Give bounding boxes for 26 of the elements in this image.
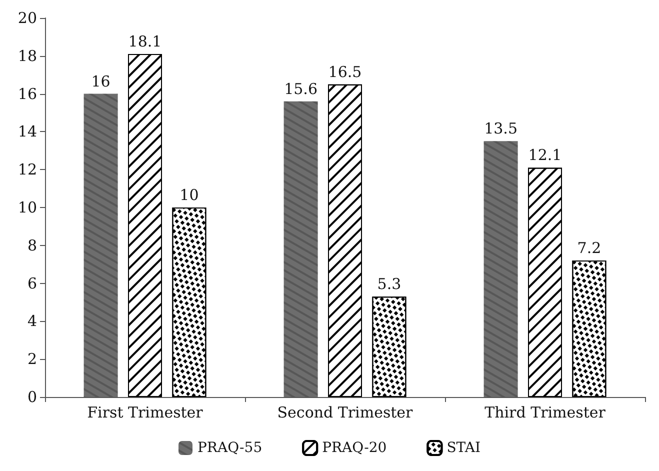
data-label: 15.6 bbox=[284, 80, 318, 98]
legend-label: PRAQ-55 bbox=[197, 440, 262, 456]
data-label: 10 bbox=[180, 186, 199, 204]
data-label: 7.2 bbox=[577, 239, 602, 258]
y-tick-label: 10 bbox=[18, 198, 37, 216]
legend-label: STAI bbox=[446, 440, 481, 456]
x-tick-label: Third Trimester bbox=[484, 404, 606, 422]
y-tick-label: 12 bbox=[18, 160, 37, 179]
y-tick-label: 18 bbox=[18, 46, 37, 65]
data-label: 13.5 bbox=[484, 120, 518, 138]
x-tick-label: Second Trimester bbox=[277, 404, 414, 422]
x-tick-label: First Trimester bbox=[87, 404, 204, 422]
y-tick-label: 0 bbox=[27, 388, 37, 406]
y-tick-label: 6 bbox=[27, 274, 37, 292]
data-label: 16 bbox=[91, 72, 110, 90]
data-label: 5.3 bbox=[377, 275, 402, 294]
y-tick-label: 8 bbox=[27, 236, 37, 254]
y-tick-label: 16 bbox=[18, 84, 37, 103]
y-tick-label: 4 bbox=[27, 312, 37, 330]
data-label: 16.5 bbox=[328, 62, 362, 81]
data-label: 12.1 bbox=[528, 146, 562, 164]
y-tick-label: 2 bbox=[27, 350, 37, 368]
y-tick-label: 20 bbox=[18, 9, 37, 27]
legend-label: PRAQ-20 bbox=[322, 440, 387, 456]
data-label: 18.1 bbox=[128, 32, 162, 51]
y-tick-label: 14 bbox=[18, 122, 37, 141]
